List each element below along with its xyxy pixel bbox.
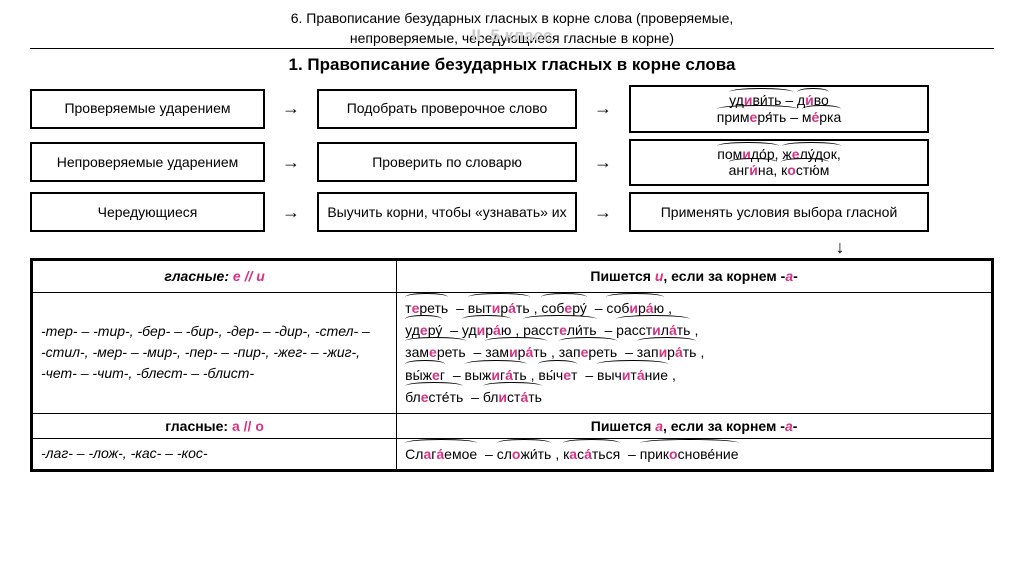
box-examples-1: удиви́ть – ди́во примеря́ть – ме́рка (629, 85, 929, 133)
flow-row-2: Непроверяемые ударением → Проверить по с… (30, 139, 994, 187)
main-title: 1. Правописание безударных гласных в кор… (30, 55, 994, 75)
arrow-icon: → (583, 98, 623, 119)
head-ao: гласные: а // о (32, 413, 397, 438)
arrow-icon: → (271, 152, 311, 173)
down-arrow-icon: ↓ (790, 238, 890, 256)
faded-class-label: II. 5 класс (30, 26, 994, 46)
box-examples-2: помидо́р, желу́док, анги́на, костю́м (629, 139, 929, 187)
roots-ao: -лаг- – -лож-, -кас- – -кос- (32, 438, 397, 470)
box-proveryaemye: Проверяемые ударением (30, 89, 265, 129)
box-neproveryaemye: Непроверяемые ударением (30, 142, 265, 182)
box-podobrat: Подобрать проверочное слово (317, 89, 577, 129)
head-rule-i: Пишется и, если за корнем -а- (397, 260, 993, 292)
arrow-icon: → (271, 98, 311, 119)
box-proverit-slovaryu: Проверить по словарю (317, 142, 577, 182)
flow-row-3: Чередующиеся → Выучить корни, чтобы «узн… (30, 192, 994, 232)
arrow-icon: → (271, 202, 311, 223)
alternation-table: гласные: е // и Пишется и, если за корне… (30, 258, 994, 472)
box-primenyat-usloviya: Применять условия выбора гласной (629, 192, 929, 232)
box-chereduyushchiesya: Чередующиеся (30, 192, 265, 232)
arrow-icon: → (583, 202, 623, 223)
arrow-icon: → (583, 152, 623, 173)
roots-ei: -тер- – -тир-, -бер- – -бир-, -дер- – -д… (32, 292, 397, 413)
flow-row-1: Проверяемые ударением → Подобрать провер… (30, 85, 994, 133)
head-ei: гласные: е // и (32, 260, 397, 292)
examples-ao: Слага́емое – сложи́ть, каса́ться – прико… (397, 438, 993, 470)
examples-ei: тереть – вытира́ть, соберу́ – собира́ю, … (397, 292, 993, 413)
head-rule-a: Пишется а, если за корнем -а- (397, 413, 993, 438)
separator (30, 48, 994, 49)
header-line-1: 6. Правописание безударных гласных в кор… (30, 10, 994, 26)
box-vyuchit-korni: Выучить корни, чтобы «узнавать» их (317, 192, 577, 232)
